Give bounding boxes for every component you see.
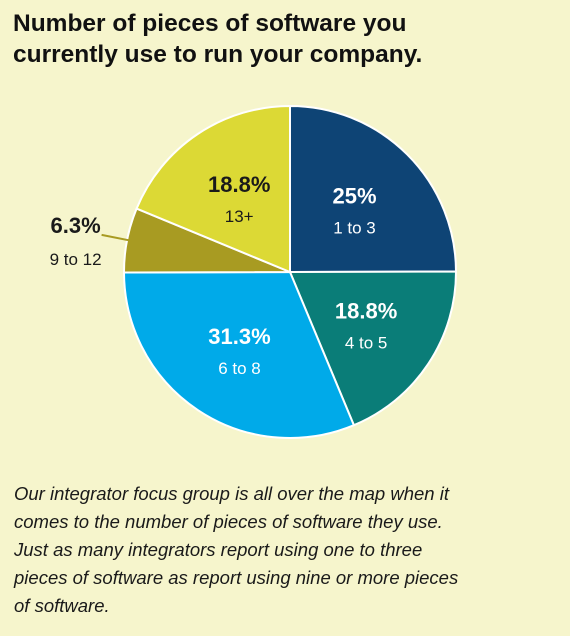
pie-slice-1-to-3 xyxy=(289,105,457,273)
chart-title-line: currently use to run your company. xyxy=(13,41,423,68)
slice-value-6-to-8: 31.3% xyxy=(208,324,270,349)
pie-slice-13plus xyxy=(135,105,291,273)
pie-slice-4-to-5 xyxy=(289,270,458,427)
pie-slice-6-to-8 xyxy=(123,271,355,439)
pie-slices xyxy=(122,105,458,439)
pie-chart: 25% 1 to 3 18.8% 4 to 5 31.3% 6 to 8 6.3% 9 to … xyxy=(50,105,458,439)
caption-line: of software. xyxy=(14,595,110,616)
caption-line: pieces of software as report using nine … xyxy=(14,567,459,588)
caption-line: Just as many integrators report using on… xyxy=(14,539,423,560)
slice-value-13plus: 18.8% xyxy=(208,172,270,197)
slice-value-1-to-3: 25% xyxy=(332,183,376,208)
slice-label-4-to-5: 4 to 5 xyxy=(345,334,388,353)
caption-line: comes to the number of pieces of softwar… xyxy=(14,511,443,532)
leader-line-9-to-12 xyxy=(101,233,130,242)
slice-value-4-to-5: 18.8% xyxy=(335,299,397,324)
chart-title: Number of pieces of software you current… xyxy=(13,8,553,70)
chart-caption: Our integrator focus group is all over t… xyxy=(14,480,559,620)
slice-label-9-to-12: 9 to 12 xyxy=(50,250,102,269)
slice-value-9-to-12: 6.3% xyxy=(51,213,101,238)
slice-label-13plus: 13+ xyxy=(225,207,254,226)
chart-title-line: Number of pieces of software you xyxy=(13,10,407,37)
slice-label-1-to-3: 1 to 3 xyxy=(333,218,376,237)
slice-label-6-to-8: 6 to 8 xyxy=(218,359,261,378)
caption-line: Our integrator focus group is all over t… xyxy=(14,483,449,504)
pie-labels: 25% 1 to 3 18.8% 4 to 5 31.3% 6 to 8 6.3% 9 to … xyxy=(50,172,398,378)
